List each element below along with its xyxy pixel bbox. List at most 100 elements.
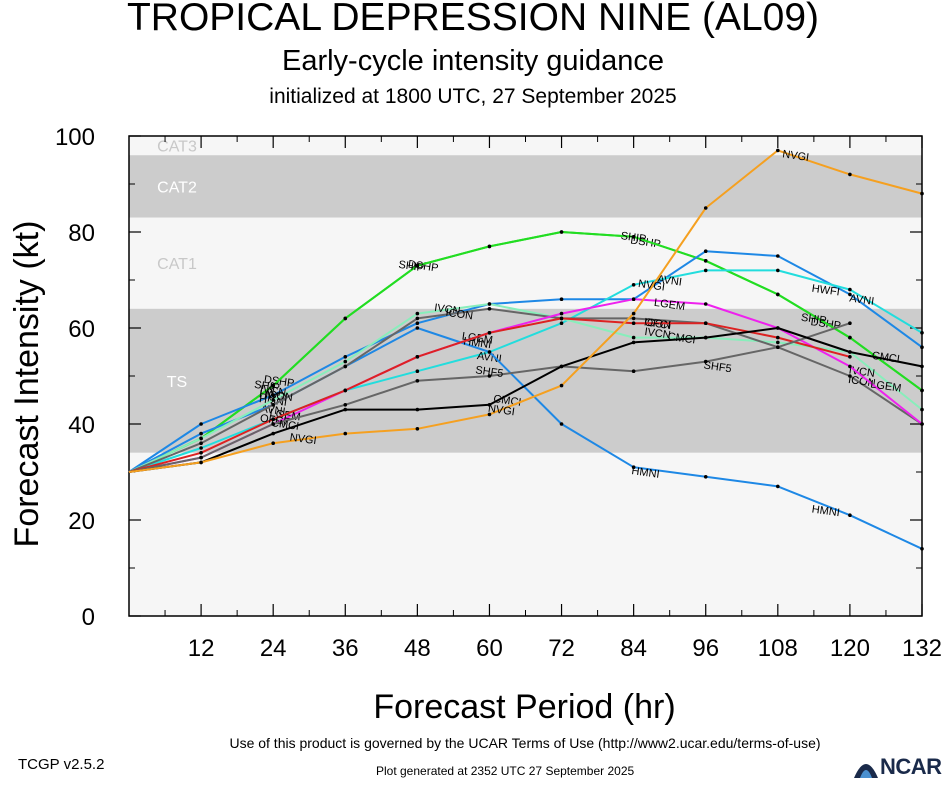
data-point-avni [415, 369, 420, 374]
terms-of-use: Use of this product is governed by the U… [229, 735, 821, 751]
data-point-hwfi [703, 249, 708, 253]
data-point-hwfi [920, 345, 924, 350]
data-point-cmci [703, 335, 708, 340]
data-point-cmci [343, 407, 348, 412]
y-tick-label: 20 [68, 508, 95, 535]
series-line-nvgi [128, 149, 923, 473]
data-point-shf5 [776, 345, 780, 350]
data-point-ofci [703, 321, 708, 326]
series-label-ivcn: IVCN [259, 384, 287, 400]
data-point-nvgi [415, 427, 420, 431]
data-point-ofci [559, 316, 564, 321]
data-point-icon [199, 441, 203, 446]
data-point-lgem [703, 302, 708, 306]
x-tick-label: 36 [332, 635, 359, 662]
data-point-ship [415, 263, 420, 268]
series-label-ship: SHIP [253, 379, 280, 394]
series-label-hmni: HMNI [811, 503, 841, 519]
data-point-avni [199, 446, 203, 450]
ncar-logo-text: NCAR [880, 754, 942, 779]
series-label-icon: ICON [847, 374, 876, 390]
data-point-ship [487, 244, 492, 249]
data-point-hmni [199, 431, 203, 436]
y-tick-label: 80 [68, 220, 95, 247]
series-label-cmci: CMCI [270, 417, 300, 433]
band-label-cat2: CAT2 [157, 179, 197, 196]
data-point-shf5 [271, 422, 275, 426]
series-label-avni: AVNI [656, 273, 682, 288]
data-point-ivcn [631, 335, 636, 340]
data-point-ofci [271, 417, 275, 422]
data-point-lgem [920, 422, 924, 426]
series-label-hwfi: HWFI [811, 283, 841, 299]
series-nvgi: NVGI NVGI NVGI NVGI [128, 148, 924, 473]
data-point-nvgi [920, 191, 924, 196]
data-point-lgem [631, 297, 636, 302]
series-label-shf5: SHF5 [703, 359, 733, 375]
data-point-nvgi [271, 441, 275, 446]
band-cat1 [129, 217, 922, 309]
data-point-ofci [343, 388, 348, 393]
data-point-avni [920, 331, 924, 335]
data-point-hwfi [559, 297, 564, 302]
x-axis-title: Forecast Period (hr) [373, 688, 675, 726]
data-point-ivcn [343, 359, 348, 364]
data-point-hmni [487, 350, 492, 354]
x-tick-label: 132 [902, 635, 942, 662]
band-label-cat1: CAT1 [157, 256, 197, 273]
y-tick-label: 100 [55, 124, 95, 151]
series-line-hwfi [128, 250, 923, 473]
data-point-hmni [703, 475, 708, 479]
series-label-ofci: OFCI [259, 412, 287, 428]
data-point-hmni [559, 422, 564, 426]
data-point-ivcn [415, 311, 420, 316]
data-point-ofci [776, 335, 780, 340]
data-point-nvgi [776, 148, 780, 153]
data-point-ofci [199, 451, 203, 455]
series-label-lgem: LGEM [653, 297, 686, 313]
data-point-shf5 [343, 403, 348, 407]
data-point-ivcn [487, 302, 492, 306]
series-label-nvgi: NVGI [289, 432, 317, 448]
data-point-ship [559, 230, 564, 234]
series-ship: SHIP SHIP SHIP SHIP [128, 230, 924, 473]
data-point-hmni [920, 547, 924, 551]
series-label-avni: AVNI [476, 350, 502, 365]
data-point-icon [343, 364, 348, 369]
chart-subtitle: Early-cycle intensity guidance [281, 45, 664, 77]
band-cat2 [129, 155, 922, 218]
series-line-hmni [128, 327, 923, 550]
data-point-shf5 [199, 455, 203, 460]
band-td [129, 452, 922, 616]
data-point-hmni [776, 484, 780, 489]
data-point-avni [631, 283, 636, 287]
x-tick-label: 108 [758, 635, 798, 662]
y-axis-title: Forecast Intensity (kt) [8, 221, 46, 548]
series-label-ship: SHIP [620, 230, 647, 245]
series-label-cmci: CMCI [667, 331, 697, 347]
init-time: initialized at 1800 UTC, 27 September 20… [269, 85, 677, 108]
series-label-icon: ICON [265, 388, 294, 404]
ncar-logo: NCAR [852, 752, 946, 780]
data-point-shf5 [631, 369, 636, 374]
data-point-nvgi [487, 412, 492, 417]
data-point-nvgi [559, 383, 564, 388]
data-point-avni [703, 268, 708, 273]
data-point-shf5 [848, 321, 852, 326]
x-tick-label: 48 [404, 635, 431, 662]
data-point-icon [487, 307, 492, 311]
data-point-hwfi [848, 292, 852, 297]
data-point-cmci [848, 350, 852, 354]
series-label-ship: SHIP [800, 312, 827, 327]
series-label-shf5: SHF5 [475, 364, 505, 380]
series-label-cmci: CMCI [871, 350, 901, 366]
x-tick-label: 24 [260, 635, 287, 662]
data-point-nvgi [703, 206, 708, 210]
band-label-ts: TS [167, 374, 187, 391]
data-point-hwfi [776, 254, 780, 258]
series-label-ivcn: IVCN [644, 326, 672, 342]
data-point-avni [848, 287, 852, 292]
x-tick-label: 96 [692, 635, 719, 662]
chart-title: TROPICAL DEPRESSION NINE (AL09) [126, 0, 820, 39]
